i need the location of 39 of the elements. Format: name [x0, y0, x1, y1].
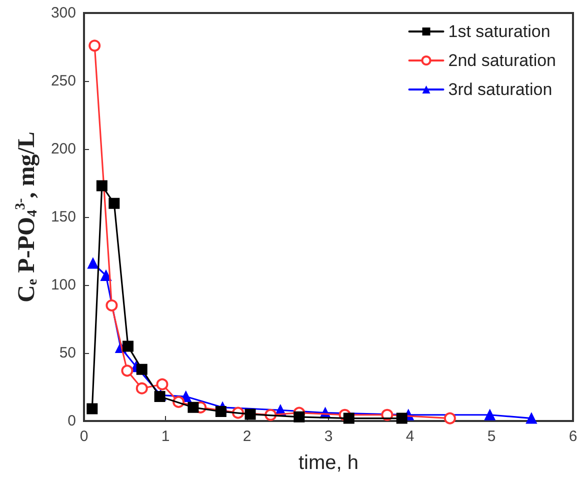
point — [88, 40, 101, 52]
point — [343, 412, 354, 424]
point — [444, 412, 456, 424]
x-tick-label: 3 — [324, 428, 333, 445]
y-tick-label: 100 — [50, 276, 76, 294]
point — [86, 403, 98, 414]
point — [484, 409, 496, 420]
y-tick-label: 300 — [50, 4, 76, 22]
x-tick-label: 6 — [568, 428, 578, 445]
point — [215, 406, 226, 417]
y-tick-label: 150 — [50, 208, 76, 226]
legend-label: 2nd saturation — [448, 51, 556, 70]
x-tick-label: 5 — [487, 428, 496, 445]
point — [526, 412, 537, 424]
point — [136, 364, 148, 375]
point — [108, 198, 120, 209]
point — [96, 180, 108, 192]
y-tick-label: 0 — [68, 412, 76, 430]
legend-label: 1st saturation — [448, 22, 550, 41]
y-tick-label: 50 — [59, 344, 76, 362]
point — [244, 408, 256, 420]
point — [121, 364, 134, 377]
y-axis-title: Ce P-PO43-, mg/L — [14, 132, 40, 302]
x-tick-label: 4 — [406, 428, 414, 445]
legend-label: 3rd saturation — [448, 80, 552, 99]
x-tick-label: 2 — [242, 428, 252, 445]
point — [136, 382, 148, 394]
point — [122, 340, 134, 352]
point — [106, 299, 118, 312]
point — [396, 412, 408, 424]
point — [87, 258, 98, 269]
x-tick-label: 1 — [161, 428, 170, 445]
y-tick-label: 250 — [50, 72, 76, 90]
point — [156, 378, 168, 390]
x-axis-title: time, h — [298, 452, 359, 474]
point — [188, 402, 199, 413]
y-tick-label: 200 — [50, 140, 76, 158]
point — [294, 411, 305, 422]
x-tick-label: 0 — [80, 428, 88, 445]
